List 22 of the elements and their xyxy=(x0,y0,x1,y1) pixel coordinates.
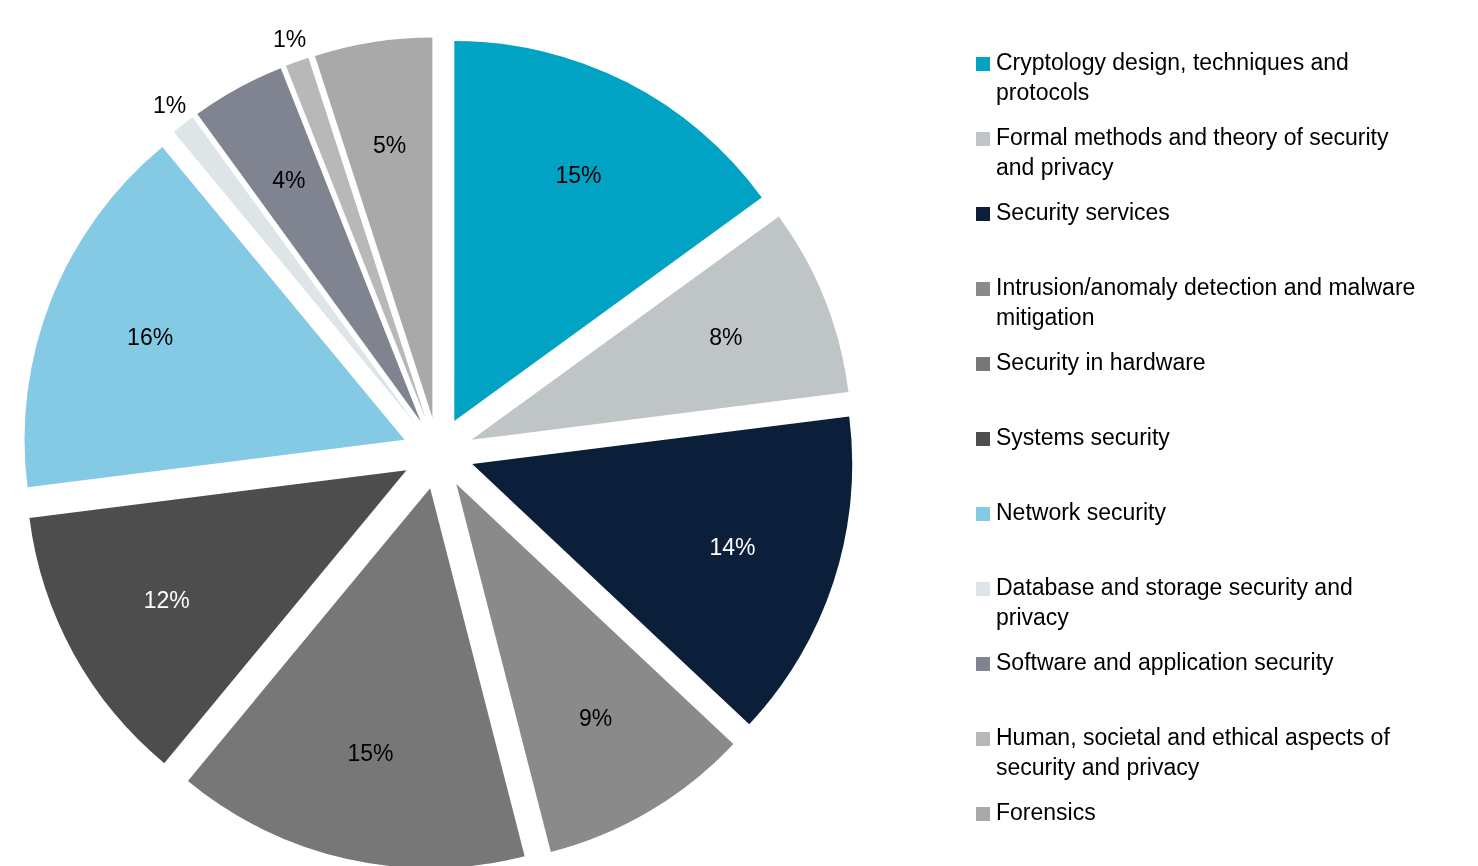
legend-label: Database and storage security and privacy xyxy=(996,574,1353,631)
data-label: 5% xyxy=(372,132,407,159)
data-label: 15% xyxy=(555,162,602,189)
legend-label: Security in hardware xyxy=(996,349,1206,376)
legend-label: Cryptology design, techniques and protocols xyxy=(996,49,1349,106)
legend-label: Software and application security xyxy=(996,649,1335,676)
legend-label: Formal methods and theory of security and privacy xyxy=(996,124,1389,181)
data-label: 8% xyxy=(709,324,743,351)
legend-label: Network security xyxy=(996,499,1167,526)
legend-label: Forensics xyxy=(996,799,1096,826)
legend-label: Human, societal and ethical aspects of security and privacy xyxy=(996,724,1391,781)
data-label: 14% xyxy=(709,533,756,560)
data-label: 9% xyxy=(578,704,613,731)
legend-label: Security services xyxy=(996,199,1170,226)
legend-label: Systems security xyxy=(996,424,1171,451)
data-label: 4% xyxy=(272,166,306,193)
data-label: 12% xyxy=(143,587,190,614)
data-label: 1% xyxy=(152,91,187,118)
data-label: 15% xyxy=(347,740,394,767)
data-label: 1% xyxy=(273,25,307,52)
data-label: 16% xyxy=(127,324,174,351)
legend-label: Intrusion/anomaly detection and malware mitigation xyxy=(996,274,1416,331)
